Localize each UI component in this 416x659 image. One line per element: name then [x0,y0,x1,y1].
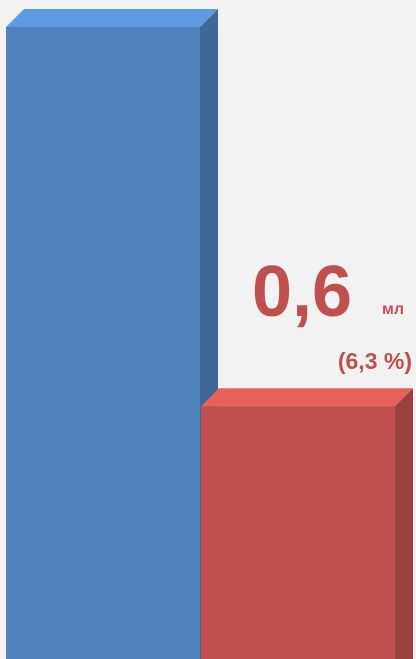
bar [201,406,395,659]
unit-label: мл [382,301,404,318]
value-label: 0,6 [252,252,352,332]
bar-top [6,9,218,27]
bar-side [395,388,413,659]
bar [6,27,200,659]
annotation: (6,3 %) [338,348,412,374]
bar-top [201,388,413,407]
